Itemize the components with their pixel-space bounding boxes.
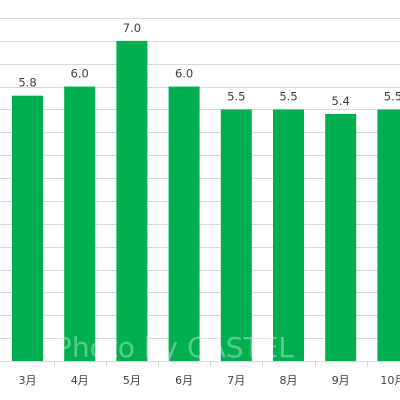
data-labels: 5.8 6.0 7.0 6.0 5.5 5.5 5.4 5.5: [18, 21, 400, 108]
data-label-3: 7.0: [123, 21, 141, 35]
x-tick-label-8: 10月: [380, 374, 400, 387]
x-tick-label-6: 8月: [280, 374, 298, 387]
bar-5: [220, 109, 252, 361]
data-label-1: 5.8: [18, 76, 36, 90]
bar-1: [12, 95, 43, 361]
bar-4: [168, 86, 200, 361]
bar-6: [273, 109, 304, 361]
x-tick-label-1: 3月: [19, 374, 37, 387]
bar-7: [325, 114, 357, 361]
data-label-5: 5.5: [227, 90, 245, 104]
x-tick-label-4: 6月: [175, 374, 193, 387]
data-label-2: 6.0: [71, 67, 89, 81]
data-label-4: 6.0: [175, 67, 193, 81]
x-axis-ticks: 3月 4月 5月 6月 7月 8月 9月 10月: [19, 374, 400, 387]
bar-3: [116, 40, 148, 362]
x-tick-label-3: 5月: [123, 374, 141, 387]
bars: [12, 40, 400, 362]
bar-2: [64, 86, 96, 361]
bar-8: [377, 109, 400, 361]
x-tick-label-5: 7月: [227, 374, 245, 387]
watermark-text: Photo by CASTEL: [55, 331, 294, 364]
data-label-8: 5.5: [384, 90, 400, 104]
x-tick-label-2: 4月: [71, 374, 89, 387]
data-label-6: 5.5: [279, 90, 297, 104]
data-label-7: 5.4: [332, 94, 350, 108]
x-tick-label-7: 9月: [332, 374, 350, 387]
